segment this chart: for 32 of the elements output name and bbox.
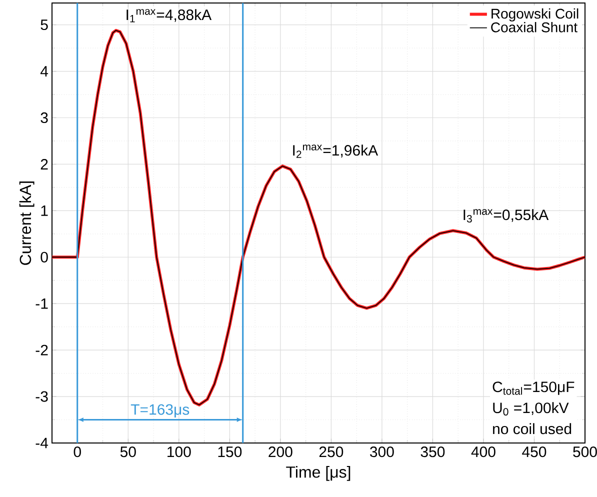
y-tick-label: 0 [40,252,48,262]
y-tick-label: -3 [36,391,48,402]
x-axis-title: Time [μs] [286,466,350,481]
legend-label: Rogowski Coil [492,8,578,22]
x-tick-label: 0 [74,446,81,458]
legend-label: Coaxial Shunt [491,22,578,32]
y-tick-label: -4 [36,438,48,448]
annotation: C$_{total}$=150μF [492,382,574,395]
y-tick-label: 1 [41,206,48,216]
y-tick-label: 5 [40,20,48,30]
y-tick-label: 4 [40,66,48,76]
x-tick-label: 50 [120,446,136,458]
y-tick-label: 2 [40,158,48,170]
x-tick-label: 100 [168,446,191,458]
x-tick-label: 450 [522,446,546,458]
x-tick-label: 150 [218,446,242,458]
annotation: I$_{2}$$^{max}$=1,96kA [293,144,378,158]
y-tick-label: 3 [40,112,48,124]
y-tick-label: -2 [36,344,48,356]
y-tick-label: -1 [36,298,48,309]
annotation: no coil used [493,423,572,434]
x-tick-label: 400 [471,446,496,458]
x-tick-label: 300 [370,446,394,458]
annotation: T=163μs [130,404,190,418]
annotation: U$_{0}$ =1,00kV [493,402,569,416]
x-tick-label: 250 [319,446,344,458]
annotation: I$_{3}$$^{max}$=0,55kA [464,209,549,222]
y-axis-title: Current [kA] [19,181,34,265]
x-tick-label: 200 [268,446,292,458]
x-tick-label: 350 [420,446,445,458]
x-tick-label: 500 [573,446,597,458]
annotation: I$_{1}$$^{max}$=4,88kA [126,9,212,22]
